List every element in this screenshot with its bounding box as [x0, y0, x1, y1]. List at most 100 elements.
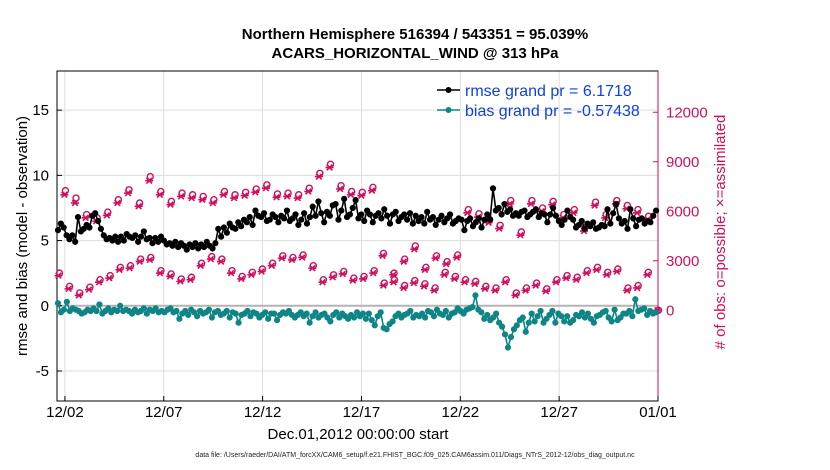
left-axis-tick-label: 15	[32, 102, 49, 119]
rmse-point	[404, 216, 411, 223]
obs-assimilated-point-stroke	[167, 201, 174, 209]
bias-point	[626, 307, 633, 315]
obs-assimilated-point-stroke	[230, 194, 238, 202]
rmse-point	[315, 198, 322, 205]
obs-assimilated-point	[531, 282, 540, 289]
rmse-line-group	[54, 185, 660, 253]
rmse-point	[624, 225, 631, 232]
rmse-point	[570, 216, 577, 223]
rmse-point	[132, 232, 139, 239]
rmse-point	[338, 207, 345, 214]
obs-assimilated-point	[105, 274, 114, 282]
rmse-point	[215, 225, 222, 232]
obs-assimilated-point	[357, 192, 366, 199]
bias-point	[641, 305, 648, 312]
rmse-point	[432, 221, 439, 229]
obs-assimilated-point	[261, 184, 270, 192]
rmse-point	[384, 212, 391, 219]
rmse-point	[607, 220, 614, 227]
bias-point	[534, 313, 541, 320]
rmse-point	[475, 215, 482, 222]
rmse-point	[375, 210, 382, 217]
rmse-point	[301, 210, 308, 217]
obs-assimilated-point-stroke	[145, 177, 153, 185]
obs-assimilated-point-stroke	[65, 285, 72, 293]
obs-assimilated-point-stroke	[198, 196, 206, 204]
obs-possible-point	[72, 194, 80, 202]
obs-assimilated-point	[359, 275, 368, 283]
obs-assimilated-point-stroke	[146, 256, 154, 264]
bias-point	[359, 310, 367, 317]
obs-assimilated-point	[298, 254, 307, 261]
rmse-point	[564, 207, 571, 214]
rmse-point	[446, 211, 454, 218]
rmse-point	[238, 223, 245, 230]
obs-assimilated-point	[452, 254, 461, 261]
bias-point	[430, 313, 438, 320]
rmse-point	[243, 219, 250, 226]
obs-assimilated-point	[409, 279, 418, 287]
obs-assimilated-point	[54, 272, 63, 279]
rmse-point	[558, 221, 565, 229]
bias-point	[590, 319, 597, 326]
obs-assimilated-point-stroke	[135, 202, 142, 210]
obs-assimilated-point-stroke	[380, 282, 387, 289]
left-axis-tick-label: 5	[41, 233, 49, 250]
obs-assimilated-point-stroke	[613, 268, 621, 275]
bias-point	[371, 322, 378, 329]
rmse-point	[501, 200, 508, 208]
obs-assimilated-point	[590, 202, 599, 209]
obs-assimilated-point	[328, 273, 337, 281]
obs-assimilated-point	[219, 191, 228, 199]
legend-entry-label: rmse grand pr = 6.1718	[465, 83, 632, 100]
bias-point	[552, 319, 559, 326]
obs-assimilated-point	[480, 285, 489, 293]
obs-assimilated-point-stroke	[511, 292, 519, 299]
obs-assimilated-point-stroke	[481, 285, 489, 293]
obs-assimilated-point	[60, 191, 69, 199]
rmse-point	[467, 215, 474, 222]
obs-assimilated-point	[208, 199, 217, 207]
obs-assimilated-point-stroke	[532, 282, 540, 289]
obs-assimilated-point-stroke	[241, 192, 249, 199]
rmse-point	[306, 213, 313, 221]
left-axis-title: rmse and bias (model - observation)	[14, 116, 31, 356]
bias-point	[232, 310, 239, 317]
obs-assimilated-point-stroke	[633, 209, 641, 217]
obs-assimilated-point	[84, 286, 93, 293]
bias-point	[365, 310, 372, 317]
obs-assimilated-point	[155, 191, 164, 199]
obs-assimilated-point	[125, 264, 134, 272]
obs-assimilated-point	[166, 273, 175, 280]
bias-point	[442, 307, 449, 315]
rmse-point	[266, 216, 273, 223]
rmse-point	[192, 240, 199, 247]
x-axis-tick-label: 01/01	[639, 404, 677, 421]
rmse-point	[401, 211, 408, 218]
bias-point	[504, 344, 512, 351]
obs-assimilated-point-stroke	[217, 258, 225, 265]
rmse-point	[544, 219, 551, 226]
obs-count-series	[54, 160, 663, 314]
obs-assimilated-point-stroke	[209, 199, 217, 207]
bias-point	[478, 309, 485, 316]
bias-point	[223, 307, 230, 315]
legend: rmse grand pr = 6.1718 bias grand pr = -0…	[437, 83, 640, 120]
obs-assimilated-point-stroke	[103, 212, 111, 219]
obs-assimilated-point	[283, 193, 292, 200]
left-axis-tick-label: 10	[32, 167, 49, 184]
obs-assimilated-point	[612, 268, 621, 275]
obs-assimilated-point-stroke	[124, 189, 132, 197]
rmse-point	[369, 219, 376, 226]
bias-point	[114, 307, 121, 315]
bias-point	[629, 313, 636, 320]
bias-line-group	[54, 292, 660, 351]
bias-point	[140, 305, 147, 312]
obs-assimilated-point-stroke	[349, 277, 357, 284]
obs-assimilated-point	[247, 271, 256, 279]
obs-assimilated-point-stroke	[82, 214, 89, 222]
obs-assimilated-point	[633, 209, 642, 217]
rmse-point	[246, 213, 253, 221]
obs-assimilated-point-stroke	[591, 202, 598, 209]
rmse-point	[424, 208, 431, 215]
